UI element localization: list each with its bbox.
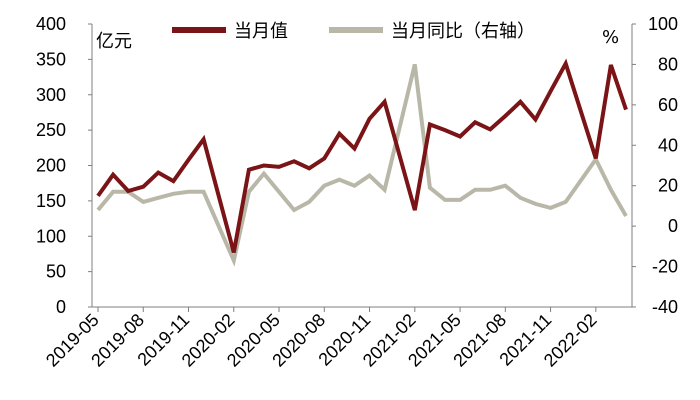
left-tick-label: 300 (36, 85, 66, 105)
left-tick-label: 0 (56, 297, 66, 317)
left-axis-unit: 亿元 (96, 31, 132, 52)
axes (91, 24, 633, 308)
left-tick-label: 200 (36, 156, 66, 176)
right-tick-label: -20 (652, 257, 678, 277)
left-tick-label: 350 (36, 49, 66, 69)
right-tick-label: 100 (648, 14, 678, 34)
left-tick-label: 400 (36, 14, 66, 34)
left-axis-ticks: 0 50 100 150 200 250 300 350 400 (36, 14, 92, 317)
right-tick-label: 60 (658, 95, 678, 115)
series-line-2 (96, 63, 628, 267)
left-tick-label: 100 (36, 226, 66, 246)
right-tick-label: 40 (658, 135, 678, 155)
right-tick-label: 20 (658, 176, 678, 196)
right-axis-unit: % (602, 27, 619, 48)
left-tick-label: 50 (46, 262, 66, 282)
right-tick-label: -40 (652, 297, 678, 317)
right-tick-label: 0 (668, 216, 678, 236)
legend: 当月值 当月同比（右轴） (172, 21, 535, 42)
legend-label-series1: 当月值 (234, 21, 288, 42)
left-tick-label: 150 (36, 191, 66, 211)
left-tick-label: 250 (36, 120, 66, 140)
legend-label-series2: 当月同比（右轴） (391, 21, 535, 42)
series-line-1 (96, 58, 628, 254)
x-axis-ticks: 2019-052019-082019-112020-022020-052020-… (42, 307, 601, 371)
series-lines (96, 58, 628, 267)
right-tick-label: 80 (658, 54, 678, 74)
right-axis-ticks: -40 -20 0 20 40 60 80 100 (632, 14, 678, 317)
